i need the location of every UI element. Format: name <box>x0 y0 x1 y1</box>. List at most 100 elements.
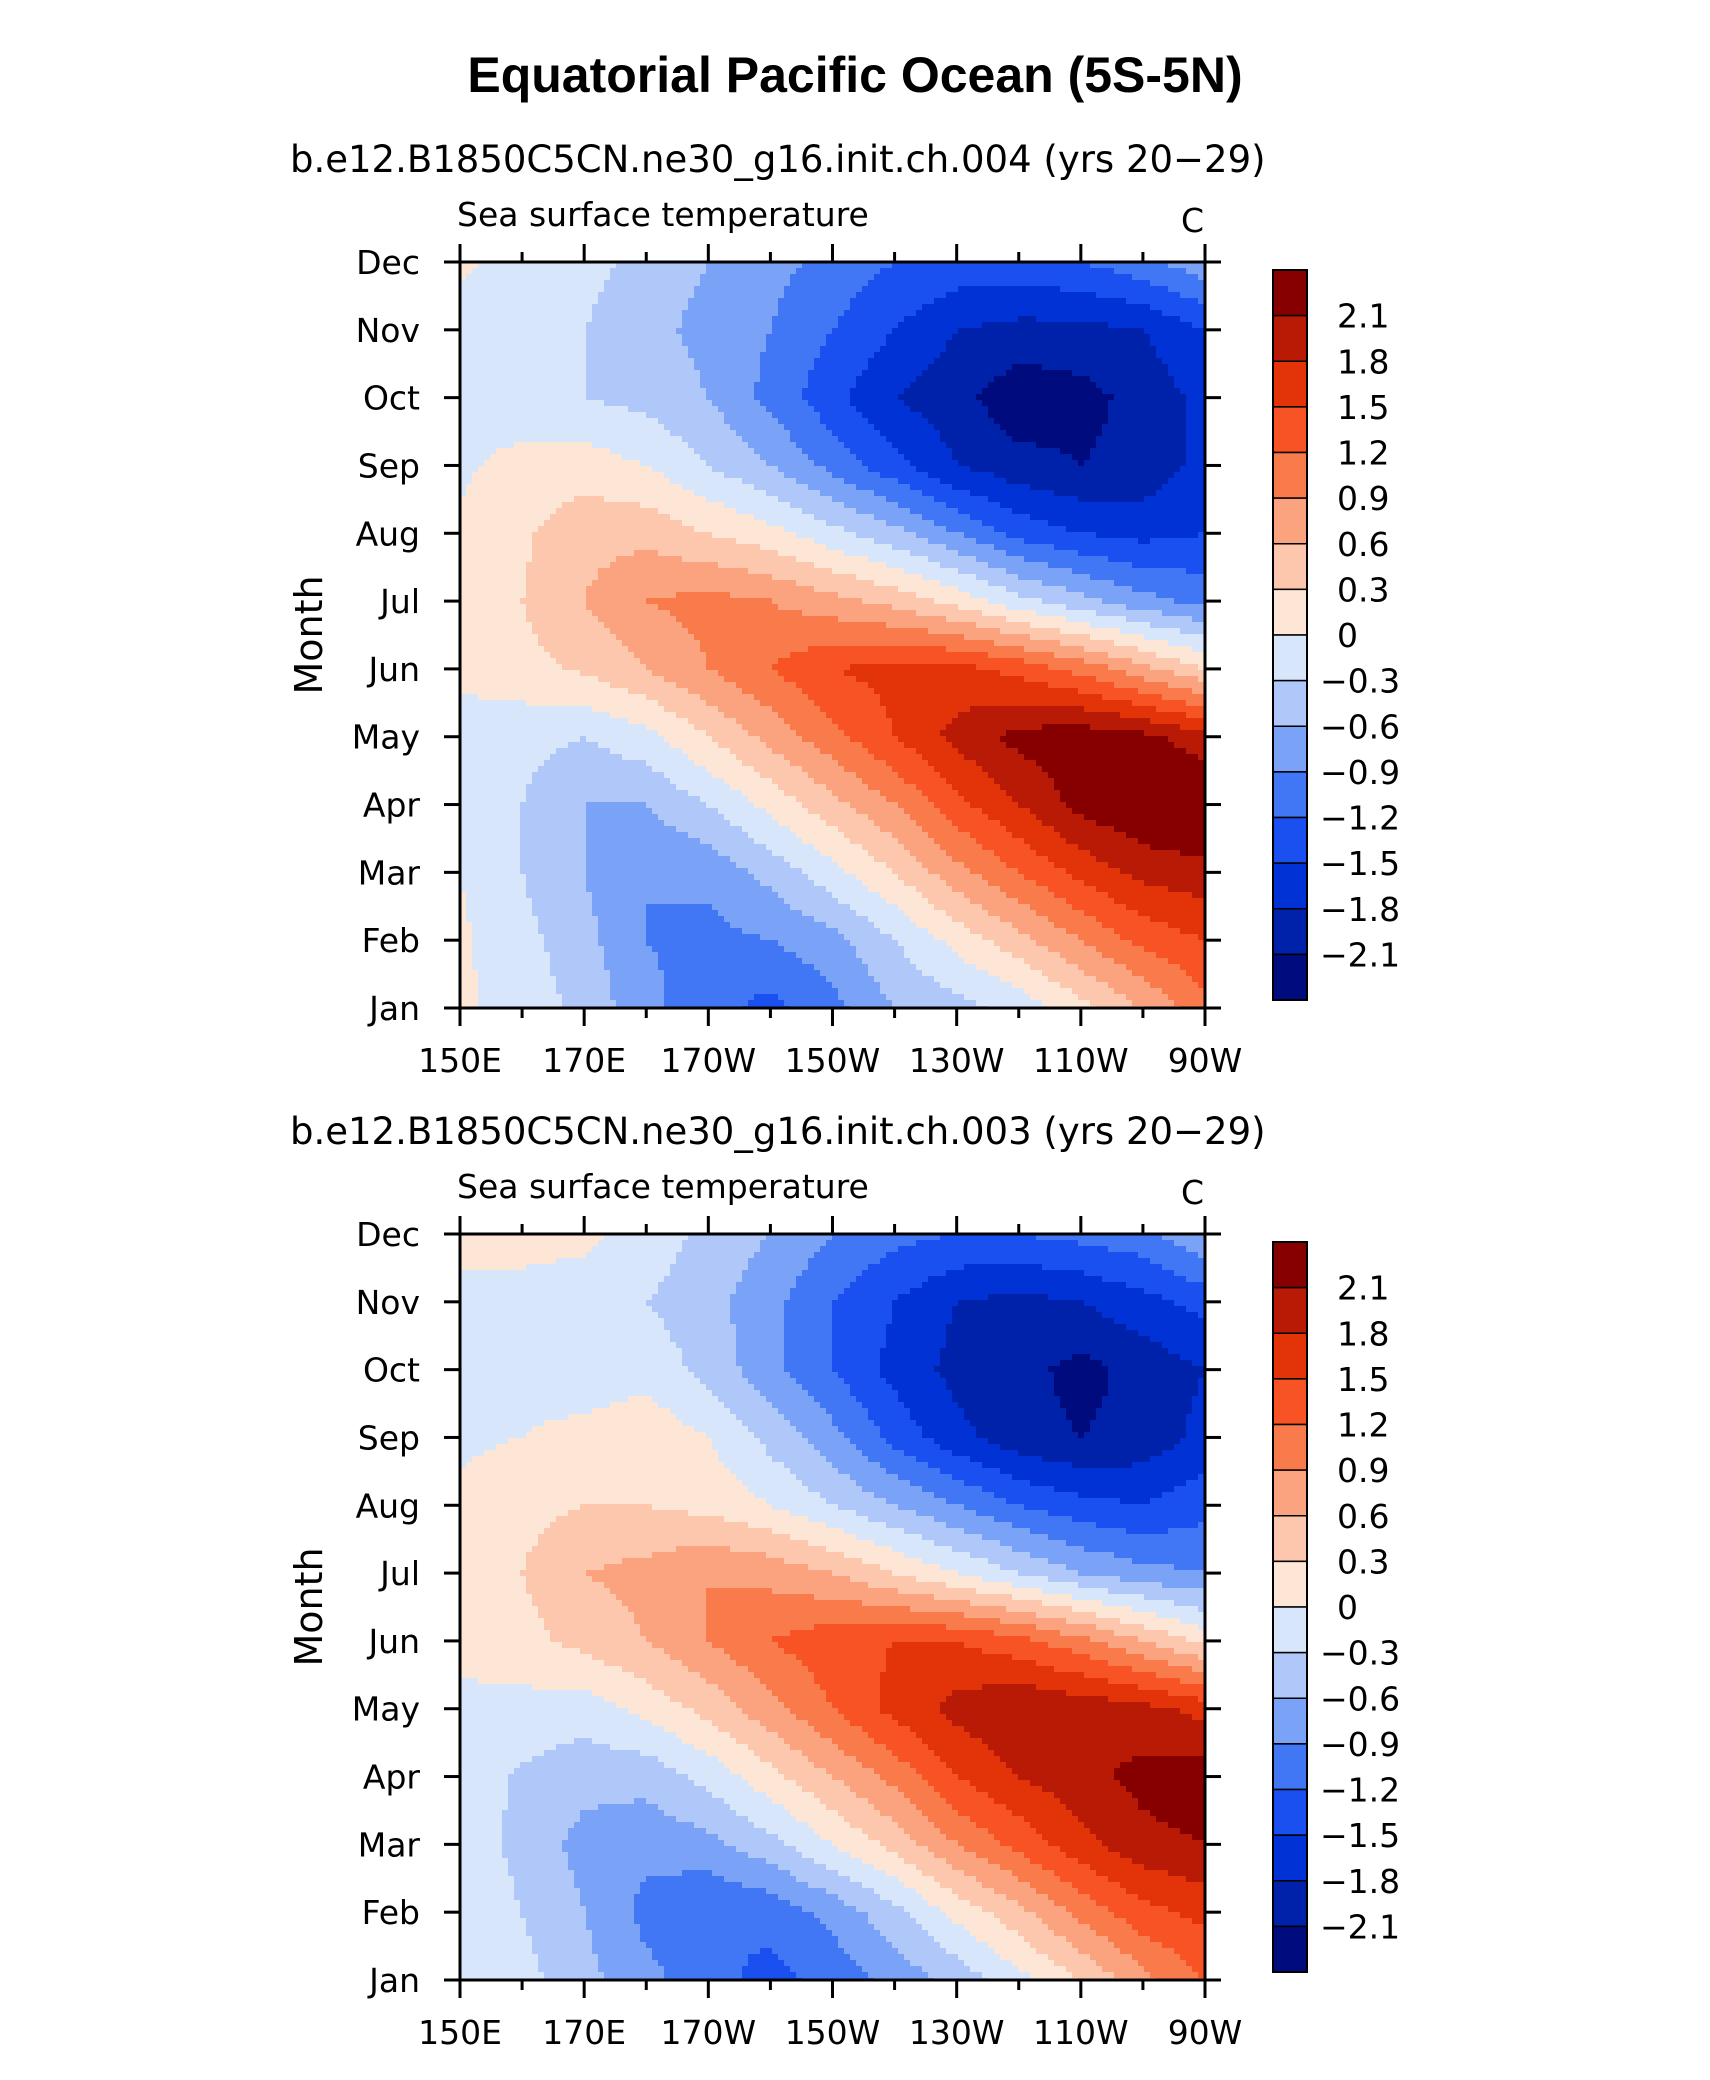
field-cell <box>688 424 695 431</box>
field-cell <box>502 412 509 419</box>
field-cell <box>592 820 599 827</box>
field-cell <box>598 880 605 887</box>
field-cell <box>622 616 629 623</box>
field-cell <box>484 910 491 917</box>
field-cell <box>634 268 641 275</box>
field-cell <box>508 388 515 395</box>
field-cell <box>532 610 539 617</box>
field-cell <box>496 472 503 479</box>
field-cell <box>514 730 521 737</box>
field-cell <box>526 766 533 773</box>
field-cell <box>592 430 599 437</box>
field-cell <box>520 748 527 755</box>
field-cell <box>574 646 581 653</box>
field-cell <box>508 292 515 299</box>
field-cell <box>496 850 503 857</box>
field-cell <box>562 934 569 941</box>
field-cell <box>634 640 641 647</box>
field-cell <box>532 574 539 581</box>
field-cell <box>562 610 569 617</box>
field-cell <box>640 556 647 563</box>
field-cell <box>694 340 701 347</box>
field-cell <box>580 946 587 953</box>
field-cell <box>604 904 611 911</box>
field-cell <box>532 292 539 299</box>
field-cell <box>676 868 683 875</box>
field-cell <box>478 598 485 605</box>
field-cell <box>520 460 527 467</box>
field-cell <box>550 688 557 695</box>
field-cell <box>610 328 617 335</box>
field-cell <box>550 436 557 443</box>
field-cell <box>586 898 593 905</box>
field-cell <box>514 334 521 341</box>
field-cell <box>484 316 491 323</box>
sst-hovmoller-plot: JanFebMarAprMayJunJulAugSepOctNovDec150E… <box>0 0 1710 1100</box>
field-cell <box>574 358 581 365</box>
field-cell <box>538 364 545 371</box>
field-cell <box>634 400 641 407</box>
field-cell <box>556 286 563 293</box>
field-cell <box>628 346 635 353</box>
field-cell <box>496 310 503 317</box>
field-cell <box>532 538 539 545</box>
field-cell <box>664 928 671 935</box>
field-cell <box>622 568 629 575</box>
field-cell <box>688 502 695 509</box>
field-cell <box>652 550 659 557</box>
field-cell <box>622 754 629 761</box>
field-cell <box>508 682 515 689</box>
field-cell <box>550 334 557 341</box>
field-cell <box>514 628 521 635</box>
field-cell <box>610 544 617 551</box>
field-cell <box>646 316 653 323</box>
field-cell <box>580 832 587 839</box>
field-cell <box>538 310 545 317</box>
field-cell <box>526 772 533 779</box>
field-cell <box>478 922 485 929</box>
field-cell <box>676 892 683 899</box>
field-cell <box>658 694 665 701</box>
field-cell <box>508 856 515 863</box>
field-cell <box>604 634 611 641</box>
field-cell <box>538 922 545 929</box>
field-cell <box>502 790 509 797</box>
field-cell <box>472 334 479 341</box>
field-cell <box>682 694 689 701</box>
field-cell <box>502 514 509 521</box>
field-cell <box>556 712 563 719</box>
field-cell <box>562 868 569 875</box>
field-cell <box>646 448 653 455</box>
field-cell <box>694 538 701 545</box>
field-cell <box>676 844 683 851</box>
field-cell <box>634 538 641 545</box>
field-cell <box>532 358 539 365</box>
field-cell <box>670 790 677 797</box>
field-cell <box>556 346 563 353</box>
field-cell <box>556 532 563 539</box>
field-cell <box>490 940 497 947</box>
field-cell <box>520 598 527 605</box>
field-cell <box>616 514 623 521</box>
field-cell <box>592 838 599 845</box>
field-cell <box>556 820 563 827</box>
field-cell <box>646 550 653 557</box>
field-cell <box>598 838 605 845</box>
field-cell <box>472 814 479 821</box>
field-cell <box>682 718 689 725</box>
field-cell <box>544 304 551 311</box>
field-cell <box>532 568 539 575</box>
field-cell <box>580 598 587 605</box>
field-cell <box>508 280 515 287</box>
field-cell <box>628 676 635 683</box>
field-cell <box>580 478 587 485</box>
field-cell <box>682 820 689 827</box>
field-cell <box>520 352 527 359</box>
field-cell <box>496 598 503 605</box>
field-cell <box>664 466 671 473</box>
field-cell <box>496 958 503 965</box>
field-cell <box>484 376 491 383</box>
field-cell <box>640 370 647 377</box>
field-cell <box>538 598 545 605</box>
field-cell <box>508 784 515 791</box>
